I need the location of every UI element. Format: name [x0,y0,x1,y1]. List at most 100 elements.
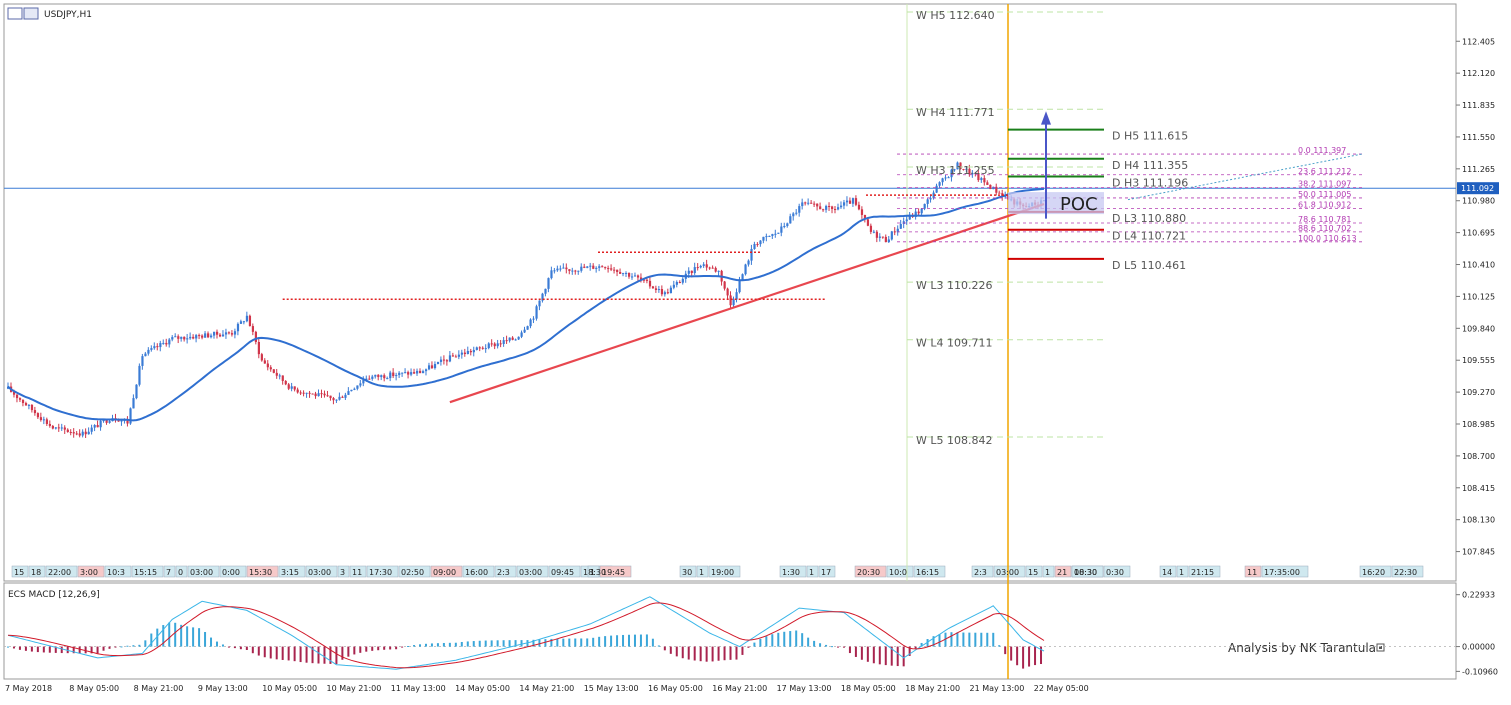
macd-histogram-bar [108,646,111,649]
candle-body [359,383,362,386]
candle-body [153,346,156,349]
macd-histogram-bar [353,646,356,655]
macd-histogram-bar [848,646,851,654]
candle-body [144,353,147,357]
session-tag [131,565,164,578]
candle-body [845,200,849,203]
candle-body [448,355,452,362]
macd-histogram-bar [950,632,953,647]
date-axis-label: 9 May 13:00 [198,684,248,693]
candle-body [723,281,726,289]
candle-body [601,266,604,268]
macd-histogram-bar [705,646,708,662]
candle-body [523,329,526,333]
macd-histogram-bar [520,640,523,647]
price-tick-label: 112.405 [1462,37,1495,46]
macd-histogram-bar [616,635,619,647]
macd-histogram-bar [323,646,326,664]
candle-body [595,267,598,269]
macd-histogram-bar [401,646,404,648]
session-tag-label: 15:30 [249,568,272,577]
macd-histogram-bar [430,643,433,647]
session-tag-label: 1 [699,568,704,577]
date-axis-label: 21 May 13:00 [970,684,1025,693]
candle-body [896,228,899,233]
price-tick-label: 110.410 [1462,261,1495,270]
session-tag [104,565,132,578]
fib-level-label: 50.0 111.005 [1298,190,1351,199]
candle-body [42,419,46,421]
candle-body [472,349,475,353]
candle-body [183,336,186,340]
session-tag [11,565,29,578]
candle-body [526,326,529,330]
date-axis-label: 8 May 21:00 [134,684,184,693]
macd-histogram-bar [675,646,678,657]
macd-histogram-bar [657,645,660,647]
macd-histogram-bar [30,646,33,652]
candle-body [592,265,595,269]
current-price-badge [1457,182,1499,195]
candle-body [953,169,956,171]
macd-histogram-bar [866,646,869,662]
macd-histogram-bar [610,635,613,647]
fib-level-label: 88.6 110.702 [1298,224,1351,233]
macd-histogram-bar [896,646,899,667]
session-tag-label: 1 [1179,568,1184,577]
candle-body [395,375,398,377]
macd-histogram-bar [789,631,792,647]
session-tag-label: 19:00 [711,568,734,577]
session-tag [1054,565,1072,578]
candle-body [974,173,977,175]
macd-histogram-bar [335,646,338,665]
session-tag-label: 18 [31,568,41,577]
macd-histogram-bar [395,646,398,650]
candle-body [980,178,983,181]
macd-histogram-bar [807,637,810,647]
candle-body [630,276,634,278]
candle-body [696,267,699,269]
candle-body [544,288,547,294]
candle-body [487,343,490,349]
candle-body [451,355,455,357]
candle-body [353,388,356,390]
poc-box [1008,192,1104,215]
macd-tick-label: -0.10960 [1462,667,1498,676]
macd-histogram-bar [48,646,51,653]
macd-histogram-bar [204,631,207,647]
candle-body [377,374,380,378]
candle-body [842,202,846,206]
macd-histogram-bar [305,646,308,663]
candle-body [511,337,514,340]
candle-body [30,404,34,411]
candle-body [639,277,643,280]
candle-body [890,231,893,240]
session-tag [430,565,463,578]
candle-body [457,354,461,357]
candle-body [633,275,637,277]
candle-body [272,369,275,373]
macd-histogram-bar [645,634,648,647]
session-tag-label: 22:30 [1394,568,1417,577]
candle-body [786,223,789,227]
macd-histogram-bar [329,646,332,664]
candle-body [311,393,314,395]
candle-body [78,433,81,436]
daily-pivot-label: D H3 111.196 [1112,177,1188,190]
macd-histogram-bar [831,646,834,648]
macd-histogram-bar [825,644,828,647]
candle-body [180,336,183,339]
macd-histogram-bar [42,646,45,653]
candle-body [875,231,879,238]
candle-body [335,399,338,401]
candle-body [239,321,243,324]
candle-body [147,349,150,354]
macd-histogram-bar [699,646,702,662]
candle-body [932,192,935,199]
macd-histogram-bar [639,634,642,647]
candle-body [207,333,210,338]
candle-body [320,393,323,395]
date-axis-label: 8 May 05:00 [69,684,119,693]
candle-body [517,336,520,340]
session-tag [886,565,914,578]
